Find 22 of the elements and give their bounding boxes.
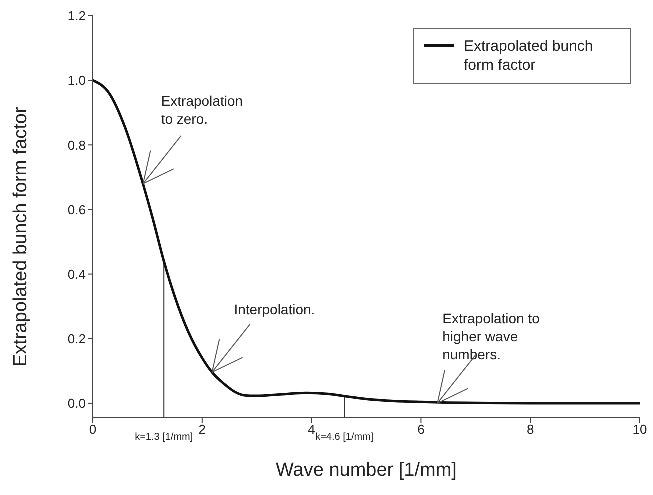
y-tick-label: 0.0 (68, 396, 86, 412)
y-tick-label: 0.8 (68, 138, 86, 153)
x-tick-label: 8 (526, 422, 534, 438)
ref-line-label: k=4.6 [1/mm] (316, 432, 374, 443)
y-tick-label: 0.2 (68, 332, 86, 347)
legend-label: Extrapolated bunch form factor (464, 37, 594, 75)
annotation: Interpolation. (234, 301, 316, 318)
y-tick-label: 0.4 (68, 266, 86, 282)
annotation: Extrapolation to higher wave numbers. (442, 310, 540, 362)
annotation: Extrapolation to zero. (161, 92, 244, 127)
x-tick-label: 6 (418, 422, 425, 438)
y-tick-label: 0.6 (68, 202, 86, 218)
x-tick-label: 0 (89, 422, 97, 438)
y-tick-label: 1.0 (68, 73, 86, 88)
y-tick-label: 1.2 (68, 8, 86, 24)
x-axis-title: Wave number [1/mm] (276, 460, 457, 481)
x-tick-label: 2 (198, 422, 206, 438)
y-axis-title: Extrapolated bunch form factor (10, 106, 32, 367)
ref-line-label: k=1.3 [1/mm] (135, 432, 194, 443)
line-series (93, 79, 640, 405)
x-tick-label: 10 (632, 422, 648, 438)
x-tick-label: 4 (308, 422, 316, 438)
